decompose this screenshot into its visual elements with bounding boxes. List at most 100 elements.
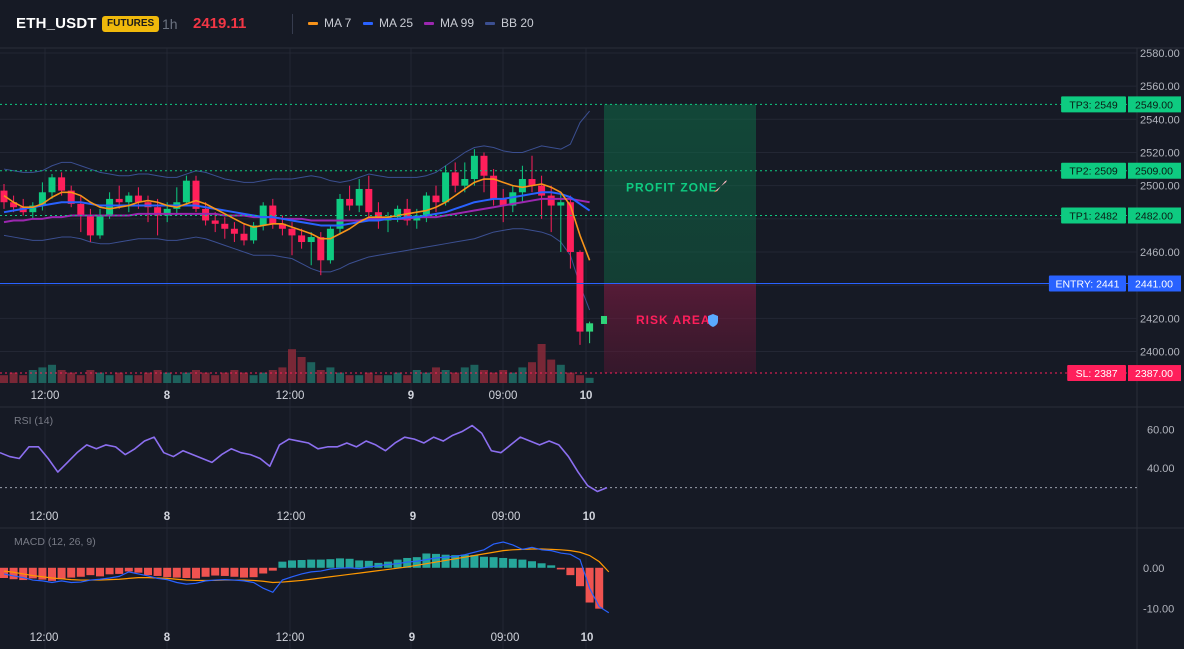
volume-bar [67, 372, 76, 383]
profit-zone-label: PROFIT ZONE [626, 180, 718, 194]
volume-bar [19, 375, 28, 383]
time-tick-label: 10 [583, 511, 596, 523]
candle-body [538, 185, 546, 196]
candle-body [29, 205, 37, 213]
price-tick-label: 2560.00 [1140, 81, 1180, 93]
macd-histogram-bar [595, 567, 604, 609]
time-tick-label: 10 [581, 632, 594, 644]
tp1-tag: TP1: 2482 [1069, 211, 1118, 223]
macd-histogram-bar [201, 567, 210, 577]
volume-bar [134, 375, 143, 383]
legend-ma99[interactable]: MA 99 [424, 16, 474, 30]
rsi-tick-label: 60.00 [1147, 424, 1175, 436]
time-tick-label: 10 [580, 390, 593, 402]
legend-ma7[interactable]: MA 7 [308, 16, 351, 30]
time-tick-label: 8 [164, 632, 171, 644]
macd-histogram-bar [288, 560, 296, 568]
tp1-axis-label: 2482.00 [1135, 211, 1173, 223]
volume-bar [86, 370, 95, 383]
time-tick-label: 09:00 [492, 511, 521, 523]
volume-bar [556, 364, 565, 383]
candle-body [346, 198, 354, 206]
macd-histogram-bar [489, 557, 498, 568]
candle-body [422, 195, 430, 216]
time-tick-label: 09:00 [491, 632, 520, 644]
volume-bar [508, 372, 517, 383]
price-tick-label: 2460.00 [1140, 247, 1180, 259]
candle-body [278, 223, 286, 229]
candle-body [182, 180, 190, 203]
tp3-axis-bg [1128, 96, 1181, 113]
price-tick-label: 2500.00 [1140, 181, 1180, 193]
macd-histogram-bar [508, 558, 517, 568]
candle-body [38, 192, 46, 206]
candle-body [442, 172, 450, 203]
volume-bar [182, 372, 191, 383]
candle-body [451, 172, 459, 186]
macd-histogram-bar [297, 560, 306, 568]
sl-tag: SL: 2387 [1076, 368, 1118, 380]
time-tick-label: 12:00 [30, 511, 59, 523]
legend-ma25[interactable]: MA 25 [363, 16, 413, 30]
macd-pane-label: MACD (12, 26, 9) [14, 536, 96, 548]
last-price: 2419.11 [193, 15, 247, 32]
volume-bar [153, 370, 162, 383]
legend-bb20[interactable]: BB 20 [485, 16, 534, 30]
candle-body [48, 177, 56, 193]
volume-bar [211, 375, 220, 383]
candle-body [461, 179, 469, 186]
candle-body [355, 188, 363, 206]
volume-bar [96, 372, 104, 383]
macd-tick-label: 0.00 [1143, 563, 1164, 575]
timeframe-label[interactable]: 1h [162, 16, 178, 32]
rocket-flame [714, 190, 717, 193]
tp3-tag: TP3: 2549 [1069, 99, 1118, 111]
macd-histogram-bar [364, 560, 373, 568]
macd-histogram-bar [566, 567, 575, 576]
volume-bar [345, 375, 354, 383]
macd-histogram-bar [57, 567, 66, 580]
macd-histogram-bar [48, 567, 56, 581]
volume-bar [192, 370, 200, 383]
volume-bar [48, 364, 56, 383]
macd-histogram-bar [124, 567, 133, 572]
candle-body [67, 190, 75, 204]
volume-bar [451, 372, 460, 383]
sl-tag-bg [1067, 365, 1126, 382]
macd-line [3, 541, 610, 614]
candle-body [240, 233, 248, 241]
macd-histogram-bar [441, 554, 450, 568]
candle-body [250, 225, 258, 241]
candle-body [317, 237, 325, 261]
candle-body [58, 177, 66, 191]
price-tick-label: 2420.00 [1140, 313, 1180, 325]
time-tick-label: 12:00 [276, 632, 305, 644]
macd-histogram-bar [422, 553, 431, 568]
bb-lower-band [3, 228, 591, 311]
macd-histogram-bar [547, 565, 556, 568]
candle-body [221, 223, 229, 229]
legend-ma7-label: MA 7 [324, 16, 352, 30]
bb20-swatch [485, 21, 495, 25]
chart-header: ETH_USDT FUTURES 1h 2419.11 MA 7 MA 25 M… [0, 0, 1184, 48]
candle-body [557, 202, 565, 206]
volume-bar [326, 367, 335, 383]
tp3-tag-bg [1061, 96, 1126, 113]
macd-histogram-bar [86, 567, 95, 576]
macd-histogram-bar [326, 559, 335, 568]
candle-body [365, 188, 373, 213]
tp2-tag-bg [1061, 162, 1126, 179]
macd-histogram-bar [249, 567, 258, 578]
candle-body [125, 195, 133, 203]
ma25-swatch [363, 21, 373, 25]
symbol-name[interactable]: ETH_USDT [16, 15, 97, 32]
legend-bb20-label: BB 20 [501, 16, 534, 30]
volume-bar [240, 372, 248, 383]
time-tick-label: 12:00 [277, 511, 306, 523]
volume-bar [518, 367, 527, 383]
macd-histogram-bar [96, 567, 104, 577]
candle-body [259, 205, 267, 226]
macd-histogram-bar [240, 567, 248, 578]
macd-histogram-bar [432, 553, 440, 568]
